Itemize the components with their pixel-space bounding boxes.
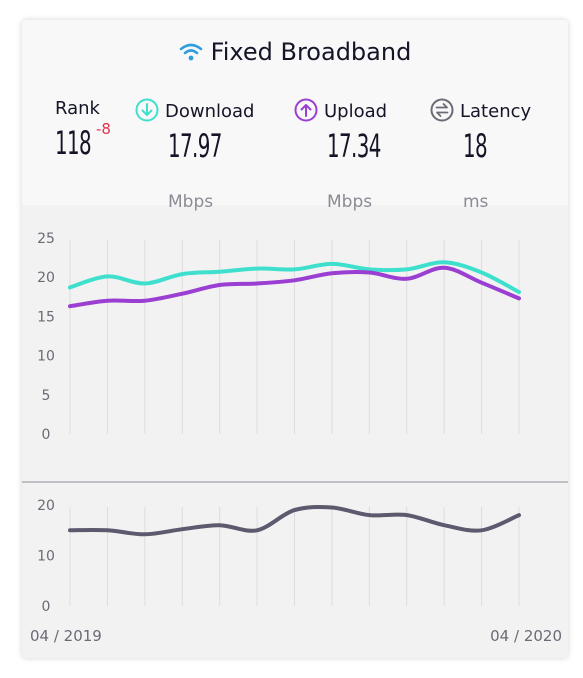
upload-value: 17.34 xyxy=(327,127,381,165)
rank-label: Rank xyxy=(55,98,100,119)
latency-series-line xyxy=(68,504,521,537)
latency-y-tick-label: 0 xyxy=(42,599,51,615)
download-arrow-icon xyxy=(135,98,159,122)
latency-y-tick-label: 10 xyxy=(37,549,55,565)
speed-charts: 0 5 10 15 20 25 0 10 20 xyxy=(22,231,568,615)
speed-y-tick-label: 20 xyxy=(37,270,55,286)
download-value: 17.97 xyxy=(168,127,222,165)
latency-metric: Latency 18 ms xyxy=(430,98,531,212)
speed-y-tick-label: 25 xyxy=(37,231,55,247)
download-metric: Download 17.97 Mbps xyxy=(135,98,255,212)
upload-label: Upload xyxy=(294,98,414,122)
latency-label-text: Latency xyxy=(460,101,532,122)
latency-unit: ms xyxy=(463,192,489,212)
latency-y-tick-label: 20 xyxy=(37,498,55,514)
upload-unit: Mbps xyxy=(327,192,373,212)
wifi-icon xyxy=(179,43,202,61)
rank-change: -8 xyxy=(96,120,111,138)
x-start-label: 04 / 2019 xyxy=(30,627,102,645)
download-unit: Mbps xyxy=(168,192,214,212)
card-header: Fixed Broadband Rank 118 -8 Download 17.… xyxy=(22,20,568,212)
x-end-label: 04 / 2020 xyxy=(490,627,562,645)
card-title: Fixed Broadband xyxy=(22,38,568,66)
download-label: Download xyxy=(135,98,255,122)
latency-label: Latency xyxy=(430,98,531,122)
upload-series-line xyxy=(68,265,521,309)
upload-arrow-icon xyxy=(294,98,318,122)
speed-y-tick-label: 5 xyxy=(42,388,51,404)
title-text: Fixed Broadband xyxy=(210,38,412,66)
upload-metric: Upload 17.34 Mbps xyxy=(294,98,414,212)
speed-y-tick-label: 15 xyxy=(37,309,55,325)
upload-label-text: Upload xyxy=(324,101,388,122)
rank-value: 118 xyxy=(55,124,92,162)
rank-metric: Rank 118 xyxy=(55,98,113,161)
speed-y-tick-label: 10 xyxy=(37,349,55,365)
download-label-text: Download xyxy=(165,101,255,122)
fixed-broadband-card: Fixed Broadband Rank 118 -8 Download 17.… xyxy=(22,20,568,658)
download-series-line xyxy=(68,260,521,295)
speed-y-tick-label: 0 xyxy=(42,427,51,443)
latency-value: 18 xyxy=(463,127,488,165)
latency-arrows-icon xyxy=(430,98,454,122)
